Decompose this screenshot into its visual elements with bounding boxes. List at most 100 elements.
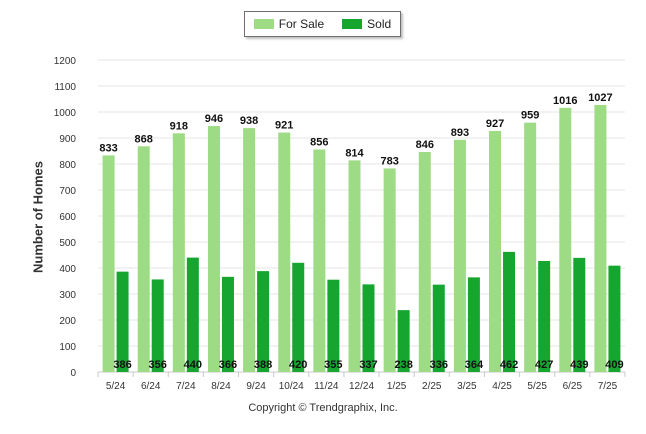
- bar-for-sale: [383, 168, 396, 372]
- data-label-for-sale: 918: [170, 120, 188, 132]
- data-label-for-sale: 846: [416, 139, 434, 151]
- data-label-sold: 409: [605, 359, 623, 371]
- bar-for-sale: [524, 122, 537, 372]
- bar-for-sale: [278, 132, 291, 372]
- x-tick-label: 9/24: [246, 381, 266, 392]
- bar-sold: [397, 310, 410, 372]
- bar-for-sale: [137, 146, 150, 372]
- y-tick-label: 1000: [54, 108, 77, 119]
- gridlines: [98, 59, 625, 373]
- bar-sold: [186, 257, 199, 372]
- data-label-sold: 427: [535, 359, 553, 371]
- x-tick-label: 5/24: [106, 381, 126, 392]
- bar-for-sale: [243, 128, 256, 372]
- x-tick-label: 1/25: [387, 381, 407, 392]
- legend-swatch-for-sale: [253, 19, 274, 29]
- data-label-for-sale: 856: [310, 136, 328, 148]
- y-tick-label: 900: [59, 134, 76, 145]
- bar-sold: [573, 257, 586, 372]
- x-tick-label: 7/25: [598, 381, 618, 392]
- legend: For Sale Sold: [244, 11, 401, 37]
- bar-sold: [221, 276, 234, 372]
- bar-for-sale: [489, 130, 502, 372]
- data-label-sold: 462: [500, 359, 518, 371]
- bar-for-sale: [559, 107, 572, 372]
- data-label-sold: 238: [394, 359, 412, 371]
- data-label-for-sale: 1027: [588, 92, 612, 104]
- data-label-for-sale: 938: [240, 115, 258, 127]
- y-tick-label: 1100: [54, 82, 76, 93]
- bar-for-sale: [594, 104, 607, 372]
- legend-swatch-sold: [342, 19, 363, 29]
- bar-sold: [362, 284, 375, 372]
- x-tick-label: 8/24: [211, 381, 231, 392]
- data-label-sold: 364: [465, 359, 484, 371]
- y-tick-label: 200: [59, 316, 76, 327]
- bar-sold: [292, 262, 305, 372]
- bar-sold: [327, 279, 340, 372]
- bar-for-sale: [313, 149, 326, 372]
- bar-for-sale: [207, 126, 220, 372]
- data-label-for-sale: 946: [205, 113, 223, 125]
- y-tick-label: 700: [59, 186, 76, 197]
- data-label-sold: 336: [430, 359, 448, 371]
- data-label-sold: 440: [184, 359, 202, 371]
- data-label-sold: 355: [324, 359, 342, 371]
- x-tick-label: 10/24: [279, 381, 304, 392]
- bar-sold: [467, 277, 480, 372]
- data-label-for-sale: 783: [380, 155, 398, 167]
- legend-item-sold[interactable]: Sold: [342, 17, 391, 31]
- y-tick-label: 500: [59, 238, 76, 249]
- legend-item-for-sale[interactable]: For Sale: [253, 17, 325, 31]
- bar-for-sale: [418, 152, 431, 372]
- data-label-for-sale: 814: [345, 147, 364, 159]
- x-tick-label: 6/25: [563, 381, 583, 392]
- data-label-sold: 386: [113, 359, 131, 371]
- x-tick-label: 6/24: [141, 381, 161, 392]
- data-label-for-sale: 1016: [553, 95, 577, 107]
- x-tick-label: 7/24: [176, 381, 196, 392]
- legend-label-for-sale: For Sale: [278, 17, 325, 31]
- x-tick-label: 5/25: [527, 381, 547, 392]
- y-tick-label: 0: [70, 368, 76, 379]
- data-label-sold: 356: [149, 359, 167, 371]
- data-label-for-sale: 959: [521, 110, 539, 122]
- data-label-sold: 388: [254, 359, 272, 371]
- x-tick-label: 12/24: [349, 381, 374, 392]
- x-tick-label: 2/25: [422, 381, 442, 392]
- data-label-for-sale: 893: [451, 127, 469, 139]
- axes: 0 100 200 300 400 500 600 700 800 900 1000 1100 1200…: [54, 56, 626, 392]
- y-tick-label: 800: [59, 160, 76, 171]
- data-labels: 833 386 868 356 918 440 946 366 938 388 921 420 856 3…: [99, 92, 623, 371]
- y-tick-label: 100: [59, 342, 76, 353]
- data-label-sold: 420: [289, 359, 307, 371]
- bar-sold: [538, 260, 551, 372]
- data-label-for-sale: 868: [135, 133, 153, 145]
- bars: [102, 104, 621, 372]
- data-label-sold: 439: [570, 359, 588, 371]
- bar-for-sale: [102, 155, 115, 372]
- bar-sold: [503, 251, 516, 372]
- data-label-for-sale: 927: [486, 118, 504, 130]
- data-label-sold: 366: [219, 359, 237, 371]
- bar-sold: [116, 271, 129, 372]
- x-tick-label: 4/25: [492, 381, 512, 392]
- copyright-text: Copyright © Trendgraphix, Inc.: [248, 402, 398, 414]
- data-label-for-sale: 833: [99, 142, 117, 154]
- data-label-for-sale: 921: [275, 120, 293, 132]
- y-axis-label: Number of Homes: [30, 161, 46, 273]
- y-tick-label: 300: [59, 290, 76, 301]
- y-tick-label: 1200: [54, 56, 77, 67]
- y-tick-label: 600: [59, 212, 76, 223]
- data-label-sold: 337: [359, 359, 377, 371]
- bar-sold: [432, 284, 445, 372]
- x-tick-label: 11/24: [314, 381, 339, 392]
- bar-sold: [257, 271, 270, 372]
- bar-sold: [608, 265, 621, 372]
- bar-for-sale: [348, 160, 361, 372]
- y-tick-label: 400: [59, 264, 76, 275]
- bar-sold: [151, 279, 164, 372]
- bar-for-sale: [172, 133, 185, 372]
- bar-for-sale: [453, 139, 466, 372]
